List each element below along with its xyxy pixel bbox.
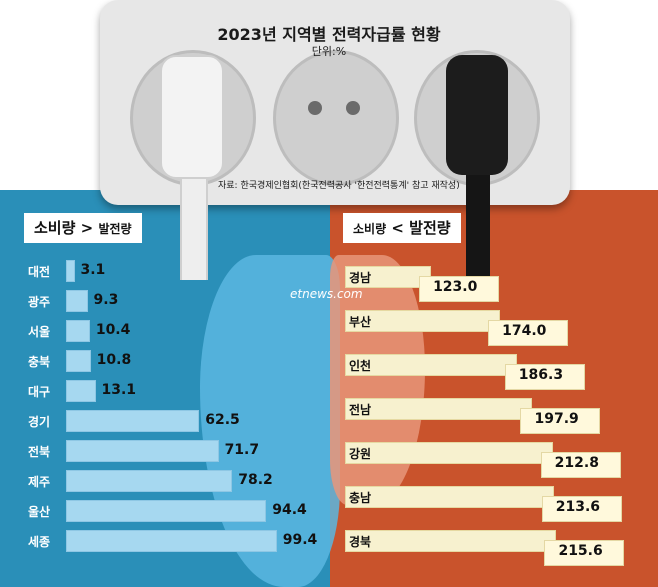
- bar-label: 전남: [349, 403, 372, 417]
- data-label: 213.6: [555, 499, 601, 515]
- bar: [66, 290, 88, 312]
- heading-consumption: 소비량: [34, 219, 76, 237]
- bar-label: 광주: [28, 295, 51, 309]
- bar-label: 대구: [28, 385, 51, 399]
- black-plug-icon: [446, 55, 508, 175]
- bar: [66, 440, 219, 462]
- bar-label: 충남: [349, 491, 372, 505]
- data-label: 123.0: [433, 279, 478, 295]
- bar-label: 제주: [28, 475, 51, 489]
- socket-hole-icon: [308, 101, 322, 115]
- data-label: 3.1: [80, 262, 106, 278]
- data-label-box: [544, 540, 625, 566]
- white-plug-cord: [180, 170, 208, 280]
- heading-consumption: 소비량: [353, 222, 387, 236]
- bar-label: 부산: [349, 315, 372, 329]
- bar: [66, 500, 267, 522]
- data-label: 10.8: [96, 352, 132, 368]
- data-label: 94.4: [272, 502, 307, 518]
- white-plug-icon: [160, 55, 224, 179]
- data-label: 10.4: [95, 322, 131, 338]
- bar-label: 강원: [349, 447, 372, 461]
- bar: [66, 350, 91, 372]
- data-label-box: [541, 496, 622, 522]
- bar-label: 경북: [349, 535, 372, 549]
- left-panel-heading: 소비량 > 발전량: [24, 213, 142, 243]
- right-panel-heading: 소비량 < 발전량: [343, 213, 461, 243]
- heading-generation: 발전량: [98, 222, 132, 236]
- data-label: 174.0: [502, 323, 547, 339]
- data-label: 71.7: [224, 442, 260, 458]
- data-label: 197.9: [534, 411, 579, 427]
- data-label-box: [504, 364, 585, 390]
- data-label-box: [419, 276, 500, 302]
- data-label: 9.3: [93, 292, 119, 308]
- bar: [345, 486, 554, 508]
- data-label: 78.2: [238, 472, 273, 488]
- bar: [66, 320, 90, 342]
- bar: [66, 530, 277, 552]
- data-label: 62.5: [205, 412, 240, 428]
- bar: [345, 442, 553, 464]
- bar-label: 대전: [28, 265, 51, 279]
- watermark: etnews.com: [290, 287, 363, 301]
- chart-source: 자료: 한국경제인협회(한국전력공사 '한전전력통계' 참고 재작성): [218, 181, 460, 191]
- heading-generation: 발전량: [409, 219, 451, 237]
- data-label: 99.4: [282, 532, 318, 548]
- black-plug-cord: [466, 170, 490, 280]
- socket-hole-icon: [346, 101, 360, 115]
- bar-label: 전북: [28, 445, 51, 459]
- bar: [66, 410, 200, 432]
- heading-symbol: >: [80, 219, 94, 237]
- data-label: 186.3: [518, 367, 564, 383]
- heading-symbol: <: [391, 219, 404, 237]
- bar: [66, 380, 96, 402]
- chart-unit: 단위:%: [311, 45, 347, 58]
- bar-label: 경기: [28, 415, 51, 429]
- bar-label: 세종: [28, 535, 51, 549]
- socket-middle: [273, 50, 399, 186]
- chart-title: 2023년 지역별 전력자급률 현황: [217, 25, 441, 44]
- bar-label: 울산: [28, 505, 51, 519]
- data-label: 215.6: [558, 543, 603, 559]
- bar: [345, 398, 533, 420]
- data-label: 212.8: [554, 455, 599, 471]
- bar-label: 충북: [28, 355, 51, 369]
- bar-label: 경남: [349, 271, 372, 285]
- data-label-box: [540, 452, 621, 478]
- data-label-box: [488, 320, 569, 346]
- bar: [345, 530, 557, 552]
- bar-label: 인천: [349, 359, 372, 373]
- bar: [66, 470, 233, 492]
- bar: [66, 260, 75, 282]
- data-label: 13.1: [101, 382, 137, 398]
- bar-label: 서울: [28, 325, 51, 339]
- data-label-box: [520, 408, 601, 434]
